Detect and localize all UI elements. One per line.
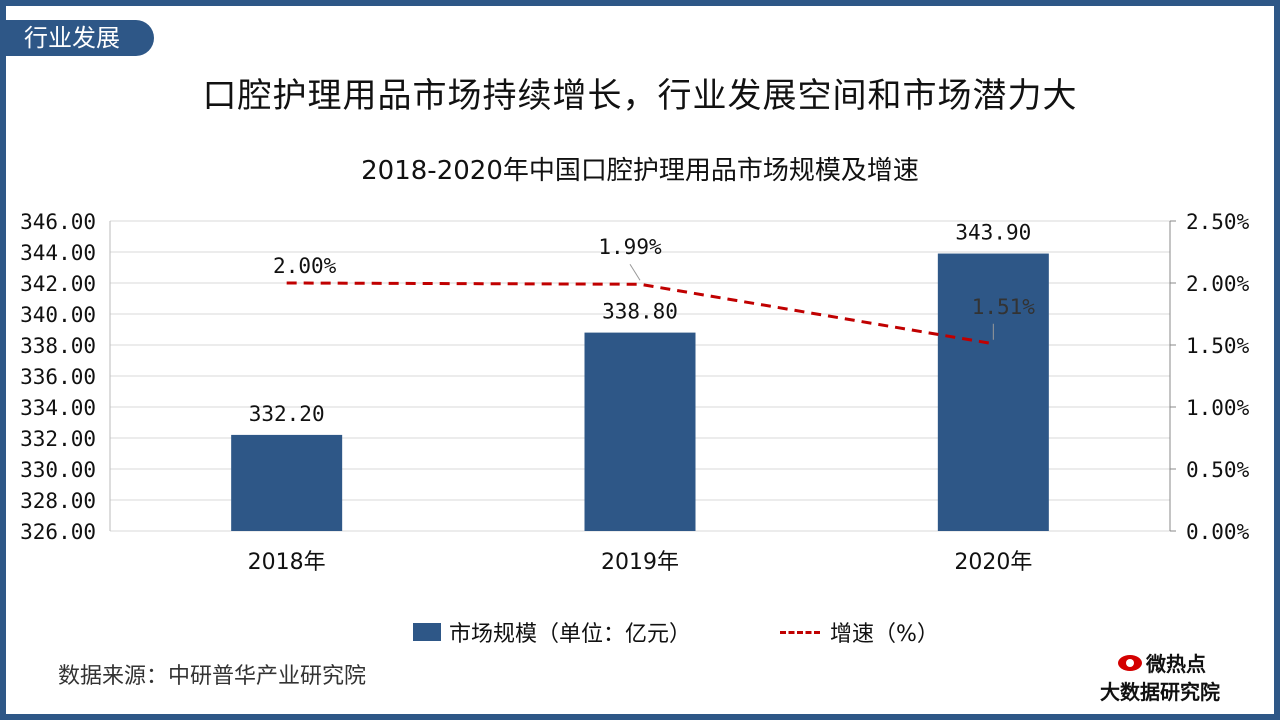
page-title: 口腔护理用品市场持续增长，行业发展空间和市场潜力大 [202, 76, 1078, 116]
eye-logo-icon [1118, 654, 1142, 671]
line-value-label: 1.51% [972, 295, 1036, 319]
leader-line [629, 263, 641, 281]
bar-value-label: 332.20 [249, 402, 325, 426]
x-tick-label: 2020年 [954, 550, 1032, 575]
legend-label-growth: 增速（%） [830, 622, 939, 647]
line-value-label: 1.99% [598, 235, 662, 259]
y-left-tick-label: 332.00 [20, 427, 96, 451]
legend-item-growth: 增速（%） [780, 616, 939, 648]
logo-bottom-text: 大数据研究院 [1100, 680, 1220, 704]
y-left-tick-label: 330.00 [20, 458, 96, 482]
logo-top-text: 微热点 [1146, 652, 1206, 676]
y-left-tick-label: 326.00 [20, 520, 96, 544]
legend-label-market-size: 市场规模（单位：亿元） [449, 622, 692, 647]
bar-3 [937, 253, 1049, 532]
chart-legend: 市场规模（单位：亿元） 增速（%） [0, 616, 1280, 648]
y-left-tick-label: 338.00 [20, 334, 96, 358]
legend-line-swatch [780, 630, 820, 634]
x-tick-label: 2019年 [601, 550, 679, 575]
line-value-label: 2.00% [273, 254, 337, 278]
brand-logo: 微热点 大数据研究院 [1100, 648, 1240, 704]
y-right-tick-label: 1.00% [1186, 396, 1250, 420]
logo-top-row: 微热点 [1118, 648, 1206, 677]
y-left-tick-label: 346.00 [20, 210, 96, 234]
y-right-tick-label: 0.50% [1186, 458, 1250, 482]
legend-item-market-size: 市场规模（单位：亿元） [413, 616, 691, 648]
y-left-tick-label: 336.00 [20, 365, 96, 389]
y-left-tick-label: 342.00 [20, 272, 96, 296]
y-left-tick-label: 340.00 [20, 303, 96, 327]
y-right-tick-label: 2.00% [1186, 272, 1250, 296]
bar-value-label: 338.80 [602, 300, 678, 324]
y-right-tick-label: 1.50% [1186, 334, 1250, 358]
source-note: 数据来源：中研普华产业研究院 [58, 664, 367, 689]
y-left-tick-label: 328.00 [20, 489, 96, 513]
legend-bar-swatch [413, 623, 441, 641]
y-left-tick-label: 334.00 [20, 396, 96, 420]
y-left-tick-label: 344.00 [20, 241, 96, 265]
bar-value-label: 343.90 [955, 221, 1031, 245]
y-right-tick-label: 2.50% [1186, 210, 1250, 234]
bar-2 [584, 332, 696, 531]
bar-1 [231, 434, 343, 531]
x-tick-label: 2018年 [248, 550, 326, 575]
chart-title: 2018-2020年中国口腔护理用品市场规模及增速 [361, 156, 919, 186]
y-right-tick-label: 0.00% [1186, 520, 1250, 544]
section-tab: 行业发展 [6, 20, 154, 56]
